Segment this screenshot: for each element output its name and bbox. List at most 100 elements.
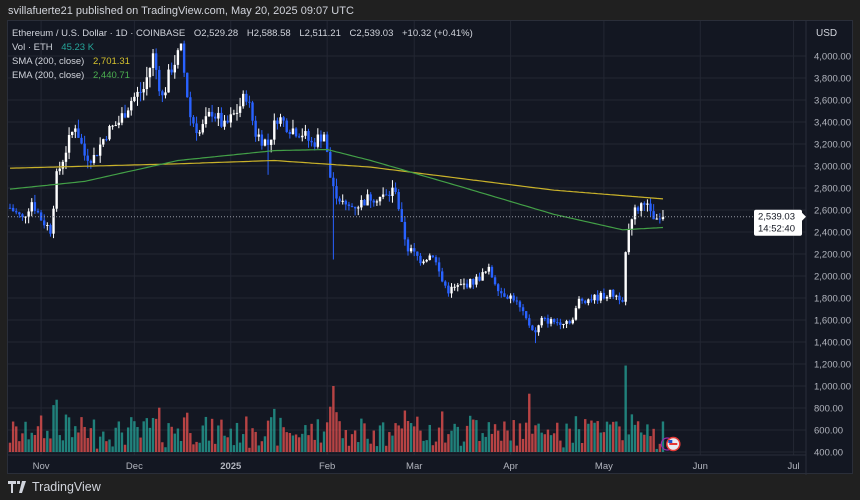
candle-down: [400, 209, 403, 222]
volume-bar: [182, 417, 186, 452]
volume-bar: [83, 426, 86, 452]
candle-down: [506, 296, 509, 299]
volume-bar: [58, 435, 61, 452]
candle-down: [195, 123, 198, 133]
candle-down: [158, 69, 161, 92]
candle-down: [294, 128, 298, 137]
volume-bar: [210, 418, 214, 452]
price-chart[interactable]: 4,000.00 3,800.00 3,600.00 3,400.00 3,200.00…: [8, 21, 854, 475]
candle-up: [422, 261, 425, 264]
volume-bar: [369, 443, 372, 452]
volume-bar: [92, 419, 96, 452]
published-byline: svillafuerte21 published on TradingView.…: [8, 5, 354, 17]
candle-up: [481, 272, 484, 281]
candle-down: [154, 53, 158, 70]
candle-up: [167, 69, 170, 93]
candle-up: [61, 161, 65, 169]
volume-bar: [465, 425, 469, 452]
volume-bar: [263, 436, 267, 452]
candle-up: [273, 120, 276, 140]
candle-down: [186, 72, 189, 98]
candle-up: [646, 203, 649, 205]
candle-down: [493, 277, 497, 285]
candle-up: [428, 255, 431, 260]
candle-up: [279, 117, 282, 124]
sma-value: 2,701.31: [92, 56, 130, 67]
candle-down: [559, 322, 562, 326]
volume-bar: [388, 432, 391, 452]
candle-down: [447, 285, 450, 294]
candle-down: [335, 186, 338, 199]
candle-down: [465, 283, 469, 288]
candle-up: [238, 106, 242, 113]
candle-up: [630, 219, 634, 230]
volume-bar: [105, 441, 108, 452]
volume-bar: [223, 435, 226, 452]
volume-bar: [661, 421, 665, 452]
candle-down: [189, 97, 192, 118]
volume-bar: [353, 430, 357, 452]
volume-bar: [568, 428, 571, 452]
candle-up: [624, 252, 627, 302]
volume-bar: [335, 412, 338, 452]
volume-bar: [158, 407, 161, 452]
candle-up: [322, 134, 326, 142]
price-tick-label: 4,000.00: [814, 52, 851, 63]
volume-bar: [360, 418, 363, 452]
volume-bar: [248, 447, 251, 452]
volume-bar: [198, 442, 201, 452]
candle-up: [176, 50, 180, 65]
candle-up: [133, 96, 136, 101]
candle-down: [161, 91, 164, 96]
volume-bar: [310, 423, 313, 452]
volume-bar: [266, 420, 270, 452]
ohlc-low: L2,511.21: [299, 28, 341, 39]
candle-down: [11, 207, 15, 212]
volume-bar: [154, 418, 158, 452]
volume-bar: [478, 441, 481, 452]
candle-down: [220, 112, 223, 127]
volume-bar: [195, 441, 198, 452]
time-tick-label: Mar: [406, 461, 422, 472]
candle-down: [472, 279, 475, 285]
volume-bar: [126, 427, 130, 452]
symbol-name[interactable]: Ethereum / U.S. Dollar · 1D · COINBASE: [12, 28, 186, 39]
candle-up: [615, 295, 618, 297]
candle-down: [266, 139, 270, 145]
candle-down: [444, 281, 447, 286]
volume-bar: [506, 430, 509, 452]
candle-down: [518, 301, 522, 308]
tradingview-logo-icon: [8, 481, 26, 493]
volume-bar: [102, 431, 105, 452]
volume-bar: [593, 422, 596, 452]
sma-row[interactable]: SMA (200, close) 2,701.31: [12, 55, 479, 69]
ema-row[interactable]: EMA (200, close) 2,440.71: [12, 69, 479, 83]
candle-up: [462, 283, 466, 285]
candle-up: [67, 135, 71, 153]
volume-bar: [630, 414, 634, 452]
candle-up: [108, 125, 111, 140]
candle-down: [490, 266, 494, 278]
tradingview-brand[interactable]: TradingView: [8, 480, 101, 494]
candle-down: [325, 134, 329, 152]
candle-down: [363, 199, 366, 206]
candle-down: [397, 191, 400, 210]
candle-up: [58, 168, 61, 172]
candle-down: [226, 120, 229, 123]
candle-down: [8, 207, 12, 209]
volume-bar: [39, 415, 43, 452]
time-tick-label: Nov: [33, 461, 50, 472]
volume-bar: [319, 442, 323, 452]
volume-bar: [621, 440, 624, 452]
candle-up: [52, 208, 55, 234]
chart-panel[interactable]: 4,000.00 3,800.00 3,600.00 3,400.00 3,200.00…: [7, 20, 854, 475]
volume-bar: [36, 426, 40, 452]
price-tick-label: 3,000.00: [814, 162, 851, 173]
volume-bar: [304, 425, 307, 452]
candle-down: [568, 321, 571, 324]
volume-bar: [655, 448, 658, 452]
last-price-pointer: [802, 212, 806, 221]
volume-row[interactable]: Vol · ETH 45.23 K: [12, 41, 479, 55]
volume-bar: [546, 429, 550, 452]
candle-up: [587, 299, 590, 304]
